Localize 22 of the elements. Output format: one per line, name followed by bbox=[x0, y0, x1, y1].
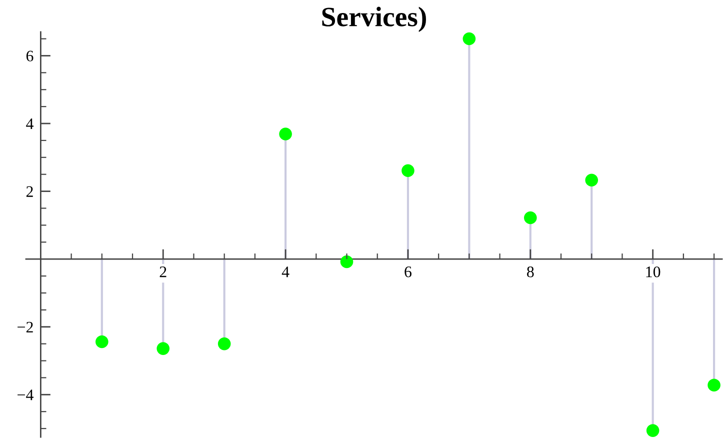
chart-title: Services) bbox=[322, 6, 426, 32]
point bbox=[156, 342, 170, 355]
point bbox=[462, 32, 476, 46]
x-tick-label: 4 bbox=[282, 266, 290, 278]
point bbox=[96, 335, 108, 348]
x-tick-label: 8 bbox=[527, 266, 534, 278]
y-tick-label: 2 bbox=[26, 186, 33, 197]
x-tick-label: 6 bbox=[404, 266, 412, 278]
x-tick-label: 2 bbox=[160, 266, 166, 278]
x-tick-label: 10 bbox=[646, 266, 660, 278]
point bbox=[402, 164, 414, 178]
point bbox=[279, 128, 292, 140]
y-tick-label: −2 bbox=[18, 322, 33, 332]
point bbox=[340, 255, 354, 268]
y-tick-label: 4 bbox=[26, 118, 34, 130]
point bbox=[708, 378, 720, 392]
point bbox=[524, 211, 537, 224]
y-tick-label: 6 bbox=[26, 50, 34, 62]
point bbox=[585, 174, 598, 187]
point bbox=[646, 424, 660, 437]
point bbox=[218, 337, 231, 350]
y-tick-label: −4 bbox=[18, 390, 34, 400]
